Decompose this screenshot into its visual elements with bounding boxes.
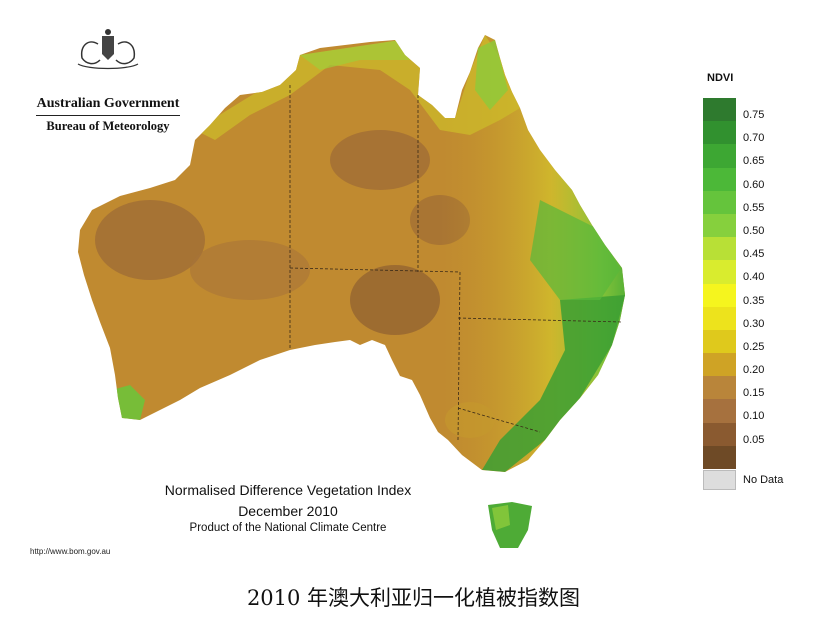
nodata-swatch [703, 470, 736, 490]
legend-swatch [703, 283, 736, 307]
map-title-block: Normalised Difference Vegetation Index D… [130, 482, 446, 534]
legend-swatch [703, 329, 736, 354]
legend-swatch [703, 376, 736, 400]
map-credit: Product of the National Climate Centre [189, 522, 387, 534]
legend-label: 0.50 [743, 224, 765, 237]
legend-label: 0.30 [743, 317, 765, 330]
legend-swatch [703, 422, 736, 446]
org-name: Australian Government [36, 96, 180, 111]
legend-swatch [703, 213, 736, 238]
legend-swatch [703, 237, 736, 261]
legend-swatch [703, 144, 736, 168]
map-title: Normalised Difference Vegetation Index [164, 482, 412, 498]
legend-label: 0.65 [743, 155, 765, 168]
legend-swatch [703, 190, 736, 214]
legend-label: 0.55 [743, 201, 765, 214]
legend-swatch [703, 98, 736, 122]
legend-label: 0.40 [743, 271, 765, 284]
coat-of-arms-emblem [77, 29, 139, 70]
legend-label: 0.10 [743, 410, 765, 423]
ndvi-map [77, 29, 625, 548]
dept-name: Bureau of Meteorology [46, 119, 170, 133]
legend-title: NDVI [707, 72, 734, 84]
legend-label: 0.45 [743, 248, 765, 261]
map-period: December 2010 [238, 503, 338, 519]
source-url: http://www.bom.gov.au [30, 547, 111, 556]
nodata-label: No Data [743, 474, 784, 486]
legend-label: 0.75 [743, 109, 765, 121]
legend-swatch [703, 121, 736, 145]
legend-label: 0.25 [743, 340, 765, 353]
legend-label: 0.15 [743, 387, 765, 400]
legend-label: 0.05 [743, 433, 765, 446]
legend-swatch [703, 306, 736, 330]
figure-caption: 2010 年澳大利亚归一化植被指数图 [246, 586, 581, 610]
legend-label: 0.20 [743, 364, 765, 377]
legend-swatch [703, 353, 736, 377]
legend-swatch [703, 399, 736, 423]
legend-swatch [703, 167, 736, 191]
legend-swatch [703, 445, 736, 469]
bom-logo: Australian Government Bureau of Meteorol… [28, 30, 188, 134]
legend-label: 0.35 [743, 294, 765, 307]
ndvi-map-figure: Australian Government Bureau of Meteorol… [28, 29, 784, 556]
legend-swatch [703, 260, 736, 284]
legend-label: 0.60 [743, 178, 765, 191]
state-borders [289, 85, 623, 441]
logo-divider [36, 115, 180, 116]
legend-label: 0.70 [743, 132, 765, 145]
